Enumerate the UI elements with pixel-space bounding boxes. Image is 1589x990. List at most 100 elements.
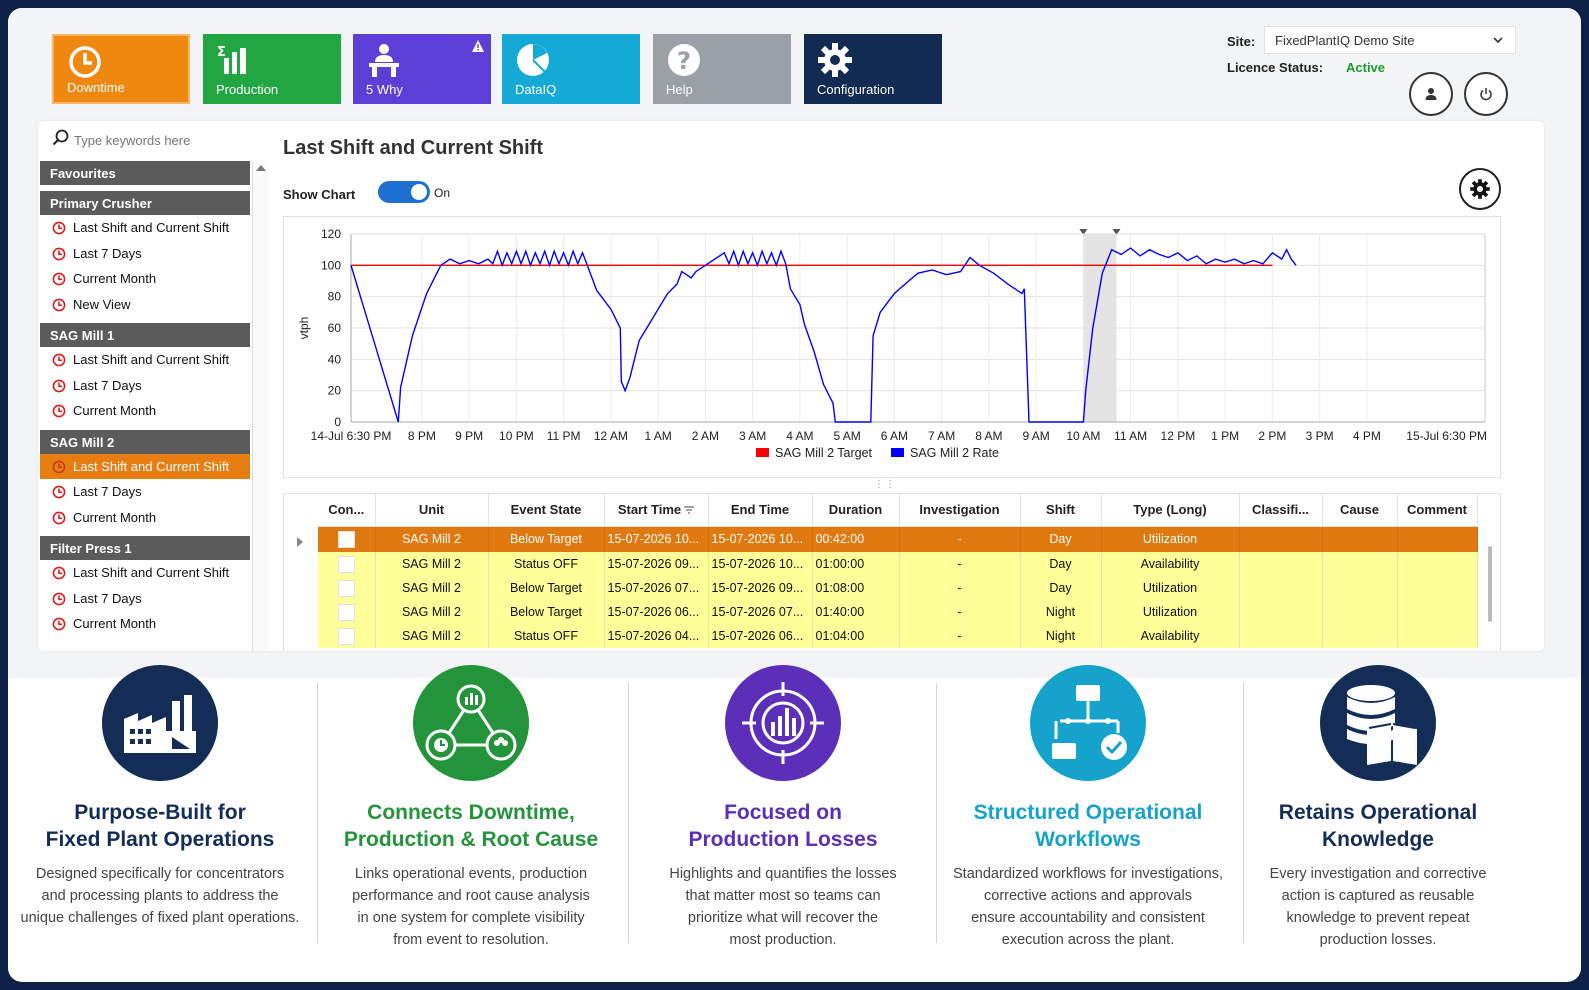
x-tick-label: 9 PM	[455, 429, 483, 443]
feature-badge	[413, 665, 529, 781]
table-cell-comment	[1397, 624, 1478, 648]
tile-production[interactable]: Σ Production	[203, 34, 341, 104]
confirm-checkbox[interactable]	[337, 603, 355, 621]
sidebar-view-item[interactable]: Current Month	[40, 505, 250, 531]
table-row[interactable]: SAG Mill 2 Status OFF 15-07-2026 04... 15-0…	[318, 624, 1478, 648]
table-cell-state: Below Target	[488, 576, 605, 600]
sidebar-group-header[interactable]: SAG Mill 1	[40, 323, 250, 347]
column-header[interactable]: Type (Long)	[1101, 494, 1240, 527]
confirm-checkbox[interactable]	[337, 555, 355, 573]
column-header[interactable]: Con...	[318, 494, 376, 527]
x-tick-label: 1 AM	[644, 429, 671, 443]
expand-row-icon[interactable]	[297, 537, 303, 547]
sidebar-item-label: Last Shift and Current Shift	[73, 458, 230, 474]
confirm-checkbox[interactable]	[337, 530, 355, 548]
confirm-checkbox[interactable]	[337, 579, 355, 597]
column-header[interactable]: Cause	[1322, 494, 1398, 527]
table-cell-duration: 01:08:00	[812, 576, 900, 600]
y-axis-label: vtph	[297, 317, 311, 340]
tile-label: Help	[666, 82, 693, 97]
rate-chart: 0 20 40 60 80 100 120 14-Jul 6:30 PM 8 PM 9 PM 10 …	[297, 227, 1487, 460]
user-button[interactable]	[1409, 72, 1453, 116]
table-cell-comment	[1397, 576, 1478, 600]
x-tick-label: 10 PM	[499, 429, 534, 443]
table-cell-state: Below Target	[488, 526, 605, 552]
sidebar-view-item[interactable]: Last 7 Days	[40, 373, 250, 399]
feature-desc-line: performance and root cause analysis	[352, 888, 590, 904]
tile-dataiq[interactable]: DataIQ	[502, 34, 640, 104]
sidebar-view-item[interactable]: Current Month	[40, 611, 250, 637]
x-tick-label: 4 AM	[786, 429, 813, 443]
sidebar-item-label: Current Month	[73, 509, 157, 525]
sidebar-view-item[interactable]: New View	[40, 292, 250, 318]
sidebar-view-item[interactable]: Last 7 Days	[40, 586, 250, 612]
column-header[interactable]: Classifi...	[1239, 494, 1323, 527]
divider	[628, 683, 629, 943]
rate-series-line	[350, 247, 1297, 423]
column-header[interactable]: End Time	[708, 494, 813, 527]
grid-scrollbar[interactable]	[1488, 546, 1492, 622]
column-header[interactable]: Start Time	[604, 494, 709, 527]
sidebar-view-item[interactable]: Last 7 Days	[40, 241, 250, 267]
tile-5-why[interactable]: 5 Why	[353, 34, 491, 104]
gear-icon	[1470, 179, 1490, 199]
sidebar-item-label: Current Month	[73, 271, 157, 286]
clock-icon	[52, 485, 66, 499]
column-header[interactable]: Event State	[488, 494, 605, 527]
power-button[interactable]	[1464, 72, 1508, 116]
tile-label: Downtime	[67, 80, 125, 95]
sidebar-view-item[interactable]: Last 7 Days	[40, 479, 250, 505]
divider	[1243, 683, 1244, 943]
sidebar-view-item[interactable]: Current Month	[40, 266, 250, 292]
column-header[interactable]: Duration	[812, 494, 900, 527]
confirm-checkbox[interactable]	[337, 627, 355, 645]
column-header[interactable]: Shift	[1020, 494, 1102, 527]
sidebar-view-item[interactable]: Last Shift and Current Shift	[40, 347, 250, 373]
table-cell-comment	[1397, 552, 1478, 576]
tile-label: Configuration	[817, 82, 895, 97]
table-row[interactable]: SAG Mill 2 Status OFF 15-07-2026 09... 15-0…	[318, 552, 1478, 576]
sidebar-view-item[interactable]: Current Month	[40, 398, 250, 424]
sidebar-view-item[interactable]: Last Shift and Current Shift	[40, 215, 250, 241]
search-input[interactable]	[74, 130, 244, 150]
feature-knowledge: Retains Operational Knowledge Every inves…	[1228, 665, 1528, 951]
resize-handle[interactable]: ⋮⋮	[874, 479, 896, 490]
table-cell-comment	[1397, 600, 1478, 624]
licence-status: Active	[1346, 60, 1386, 75]
table-cell-investigation: -	[899, 552, 1021, 576]
sidebar-group-header[interactable]: Primary Crusher	[40, 191, 250, 215]
x-tick-label: 4 PM	[1353, 429, 1381, 443]
confirm-cell	[318, 552, 376, 576]
table-row[interactable]: SAG Mill 2 Below Target 15-07-2026 10... 15…	[318, 526, 1478, 552]
sort-icon[interactable]	[684, 506, 695, 514]
table-cell-cause	[1322, 526, 1398, 552]
column-header-label: End Time	[730, 502, 790, 518]
show-chart-toggle[interactable]	[378, 181, 430, 203]
tile-help[interactable]: ? Help	[653, 34, 791, 104]
chart-settings-button[interactable]	[1459, 168, 1501, 210]
site-select[interactable]: FixedPlantIQ Demo Site	[1264, 26, 1516, 54]
sidebar-view-item[interactable]: Last Shift and Current Shift	[40, 453, 250, 479]
scroll-up-icon[interactable]	[256, 165, 266, 171]
column-header[interactable]: Unit	[375, 494, 489, 527]
column-header[interactable]: Investigation	[899, 494, 1021, 527]
table-cell-investigation: -	[899, 576, 1021, 600]
feature-desc-line: Designed specifically for concentrators	[35, 866, 285, 882]
sidebar-item-label: Last 7 Days	[73, 245, 142, 261]
sidebar-view-item[interactable]: Last Shift and Current Shift	[40, 560, 250, 586]
divider	[317, 683, 318, 943]
column-header-label: Event State	[510, 502, 582, 518]
sidebar-group-header[interactable]: SAG Mill 2	[40, 429, 250, 454]
table-row[interactable]: SAG Mill 2 Below Target 15-07-2026 07... 15…	[318, 576, 1478, 600]
tile-downtime[interactable]: Downtime	[52, 34, 190, 104]
column-header[interactable]: Comment	[1397, 494, 1478, 527]
clock-icon	[52, 404, 66, 418]
table-row[interactable]: SAG Mill 2 Below Target 15-07-2026 06... 15…	[318, 600, 1478, 624]
sidebar-group-header[interactable]: Filter Press 1	[40, 536, 250, 560]
sidebar-scrollbar[interactable]	[252, 161, 268, 651]
table-cell-end: 15-07-2026 10...	[708, 552, 813, 576]
sidebar-header-favourites[interactable]: Favourites	[40, 161, 250, 185]
main-panel: Favourites Primary Crusher Last Shift and…	[38, 121, 1544, 651]
tile-configuration[interactable]: Configuration	[804, 34, 942, 104]
table-cell-unit: SAG Mill 2	[375, 624, 489, 648]
